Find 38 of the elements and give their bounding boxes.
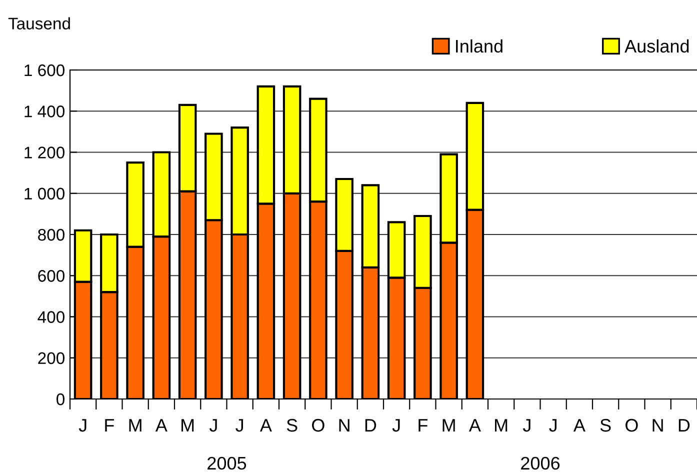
x-tick-label: J bbox=[236, 419, 243, 432]
y-tick-label: 200 bbox=[38, 352, 64, 364]
x-tick-label: D bbox=[365, 419, 376, 432]
x-tick-label: M bbox=[182, 419, 194, 432]
x-tick-label: F bbox=[418, 419, 428, 432]
y-axis-title: Tausend bbox=[8, 17, 70, 30]
x-tick-label: M bbox=[495, 419, 508, 432]
y-tick-label: 1 200 bbox=[24, 146, 64, 158]
y-tick-label: 600 bbox=[38, 270, 64, 282]
x-tick-label: M bbox=[129, 419, 142, 432]
legend-label: Ausland bbox=[624, 39, 689, 53]
x-tick-label: A bbox=[468, 419, 481, 432]
y-tick-label: 1 400 bbox=[24, 106, 64, 118]
x-tick-label: J bbox=[549, 419, 556, 432]
text: 2006 bbox=[521, 456, 560, 470]
y-tick-label: 1 600 bbox=[24, 64, 64, 76]
text: 2005 bbox=[208, 456, 246, 470]
x-tick-label: J bbox=[209, 419, 217, 432]
x-tick-label: A bbox=[260, 419, 272, 432]
x-tick-label: J bbox=[522, 419, 530, 432]
x-tick-label: D bbox=[678, 419, 690, 432]
x-tick-label: J bbox=[78, 419, 86, 432]
x-tick-label: J bbox=[392, 419, 400, 432]
x-tick-label: M bbox=[442, 419, 455, 432]
x-tick-label: F bbox=[105, 419, 114, 432]
legend-label: Inland bbox=[456, 39, 502, 53]
y-tick-label: 800 bbox=[38, 228, 64, 241]
x-tick-label: N bbox=[652, 419, 663, 432]
x-tick-label: O bbox=[626, 418, 638, 432]
y-tick-label: 1 000 bbox=[24, 188, 64, 200]
x-tick-label: S bbox=[286, 418, 298, 432]
x-tick-label: O bbox=[312, 418, 324, 432]
y-tick-label: 0 bbox=[56, 393, 64, 406]
y-tick-label: 400 bbox=[38, 311, 64, 323]
x-tick-label: N bbox=[339, 419, 350, 432]
x-tick-label: A bbox=[573, 419, 586, 432]
x-tick-label: S bbox=[600, 418, 611, 432]
x-tick-label: A bbox=[155, 419, 168, 432]
